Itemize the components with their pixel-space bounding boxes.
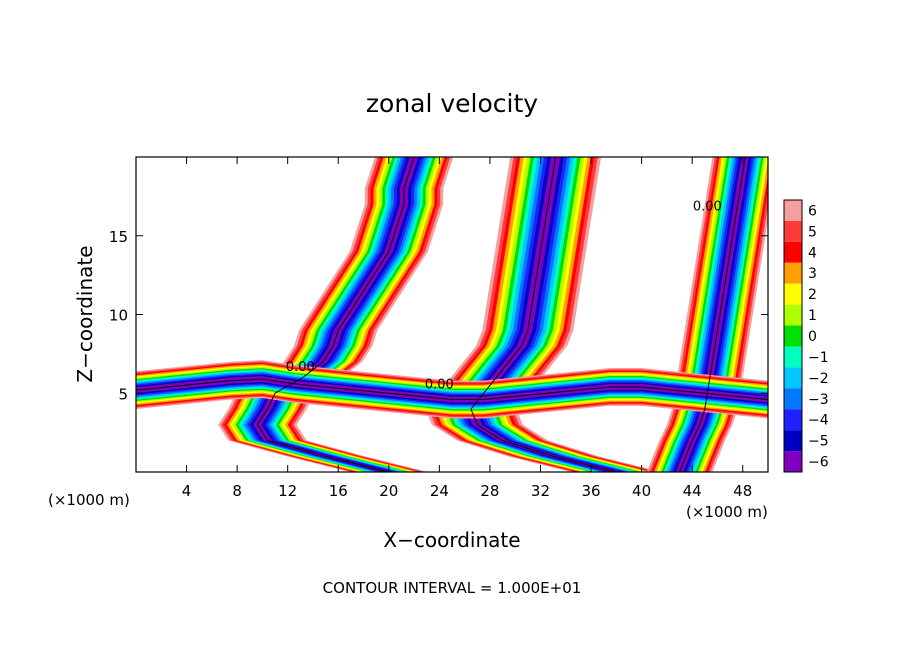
colorbar-label: −1	[808, 350, 829, 366]
x-tick-label: 8	[232, 482, 242, 500]
x-unit-label-right: (×1000 m)	[686, 503, 768, 521]
x-tick-label: 20	[379, 482, 398, 500]
y-tick-label: 5	[118, 385, 128, 403]
x-unit-label-left: (×1000 m)	[48, 491, 130, 509]
zero-contour-right-jet	[679, 157, 746, 472]
colorbar-label: 0	[808, 329, 817, 345]
colorbar-label: 6	[808, 203, 817, 219]
velocity-band-mid-jet-9	[456, 157, 632, 472]
colorbar-swatch	[784, 388, 802, 410]
x-tick-label: 44	[683, 482, 702, 500]
y-axis-ticks: 5 10 15	[109, 228, 768, 403]
colorbar-swatch	[784, 220, 802, 242]
x-tick-label: 4	[182, 482, 192, 500]
colorbar-label: −6	[808, 455, 829, 471]
colorbar-label: 2	[808, 287, 817, 303]
colorbar-label: −5	[808, 434, 829, 450]
colorbar-swatch	[784, 325, 802, 347]
x-tick-label: 16	[329, 482, 348, 500]
colorbar-swatch	[784, 241, 802, 263]
colorbar-label: −4	[808, 413, 829, 429]
colorbar-label: −3	[808, 392, 829, 408]
colorbar-swatch	[784, 367, 802, 389]
colorbar-swatch	[784, 451, 802, 472]
colorbar-swatch	[784, 346, 802, 368]
y-tick-label: 10	[109, 307, 128, 325]
x-tick-label: 12	[278, 482, 297, 500]
velocity-band-mid-jet-12	[466, 157, 621, 472]
colorbar-label: 1	[808, 308, 817, 324]
colorbar-swatch	[784, 430, 802, 452]
x-tick-label: 48	[733, 482, 752, 500]
y-tick-label: 15	[109, 228, 128, 246]
colorbar-swatch	[784, 200, 802, 221]
colorbar-swatch	[784, 283, 802, 305]
colorbar-label: 4	[808, 245, 817, 261]
zero-contour-mid-jet	[470, 157, 617, 472]
colorbar-swatch	[784, 262, 802, 284]
colorbar: 6 5 4 3 2 1 0 −1 −2 −3 −4 −5 −6	[783, 199, 829, 473]
x-tick-label: 40	[632, 482, 651, 500]
colorbar-swatch	[784, 409, 802, 431]
zero-contour-low-shear	[136, 378, 768, 401]
contour-label: 0.00	[286, 360, 315, 375]
x-tick-label: 32	[531, 482, 550, 500]
x-tick-label: 28	[480, 482, 499, 500]
x-axis-label: X−coordinate	[383, 528, 520, 552]
velocity-band-left-jet-12	[253, 157, 419, 472]
colorbar-label: 5	[808, 224, 817, 240]
zero-contour-left-jet	[256, 157, 415, 472]
colorbar-swatch	[784, 304, 802, 326]
colorbar-frame	[783, 199, 803, 473]
x-axis-ticks: 4 8 12 16 20 24 28 32 36 40 44 48	[182, 157, 752, 500]
velocity-band-right-jet-12	[675, 157, 749, 472]
colorbar-label: −2	[808, 371, 829, 387]
contour-label: 0.00	[693, 200, 722, 215]
x-tick-label: 36	[581, 482, 600, 500]
plot-area: 0.00 0.00 0.00	[136, 157, 768, 472]
y-axis-label: Z−coordinate	[73, 245, 97, 382]
x-tick-label: 24	[430, 482, 449, 500]
colorbar-label: 3	[808, 266, 817, 282]
contour-label: 0.00	[425, 378, 454, 393]
velocity-band-left-jet-9	[244, 157, 428, 472]
chart-title: zonal velocity	[366, 89, 538, 118]
contour-interval-footer: CONTOUR INTERVAL = 1.000E+01	[323, 579, 582, 597]
